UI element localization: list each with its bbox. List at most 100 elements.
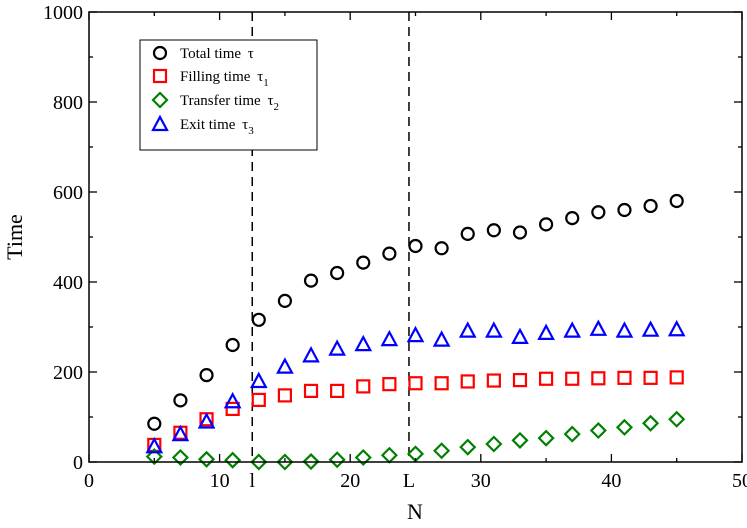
point-circle-41 xyxy=(617,202,632,218)
point-square-43 xyxy=(643,370,658,385)
point-triangle-33 xyxy=(511,327,529,344)
point-triangle-11 xyxy=(223,391,242,409)
point-diamond-15 xyxy=(276,453,294,471)
point-circle-27 xyxy=(434,241,449,256)
legend-box xyxy=(139,39,318,151)
point-triangle-17 xyxy=(302,346,320,363)
point-triangle-21 xyxy=(354,334,373,352)
legend-marker-circle xyxy=(152,45,168,61)
point-diamond-5 xyxy=(145,448,163,466)
point-diamond-17 xyxy=(302,452,320,471)
point-triangle-37 xyxy=(563,321,582,338)
point-triangle-23 xyxy=(380,329,399,347)
point-diamond-23 xyxy=(380,446,398,464)
legend-marker-triangle xyxy=(151,114,169,132)
x-tick-label: 20 xyxy=(340,470,360,492)
legend-label-square: Filling time τ1 xyxy=(180,69,269,89)
x-tick-label-L: L xyxy=(403,470,415,492)
point-square-27 xyxy=(434,376,449,391)
point-square-39 xyxy=(591,371,606,386)
point-circle-45 xyxy=(669,193,684,209)
point-diamond-43 xyxy=(642,414,660,432)
point-triangle-27 xyxy=(432,330,451,347)
point-square-17 xyxy=(303,383,319,398)
point-circle-29 xyxy=(460,226,475,241)
point-triangle-15 xyxy=(276,357,294,374)
point-square-35 xyxy=(538,371,554,386)
point-diamond-27 xyxy=(433,442,451,460)
point-triangle-13 xyxy=(249,371,268,389)
legend-marker-square xyxy=(152,68,168,84)
legend-label-circle: Total time τ xyxy=(180,46,254,62)
point-circle-37 xyxy=(565,211,580,226)
y-tick-label: 400 xyxy=(53,272,83,294)
point-diamond-39 xyxy=(589,421,607,440)
point-diamond-37 xyxy=(563,425,581,443)
point-circle-5 xyxy=(147,416,162,431)
x-tick-label-l: l xyxy=(249,470,255,492)
point-triangle-43 xyxy=(641,320,660,337)
point-square-37 xyxy=(565,371,580,386)
point-square-29 xyxy=(460,374,475,389)
x-axis-title: N xyxy=(407,499,423,524)
point-diamond-35 xyxy=(537,429,555,447)
point-circle-15 xyxy=(277,293,292,308)
point-circle-17 xyxy=(303,273,319,288)
legend-label-diamond: Transfer time τ2 xyxy=(180,93,279,113)
point-circle-33 xyxy=(512,225,528,240)
point-diamond-21 xyxy=(354,448,372,467)
point-diamond-45 xyxy=(668,410,686,428)
y-tick-label: 800 xyxy=(53,92,83,114)
x-tick-label: 0 xyxy=(84,470,94,492)
point-circle-19 xyxy=(330,265,345,281)
point-square-41 xyxy=(617,370,632,385)
point-circle-39 xyxy=(591,205,606,220)
point-circle-25 xyxy=(408,238,423,254)
plot-layer xyxy=(145,12,686,471)
point-square-23 xyxy=(382,377,397,392)
point-circle-7 xyxy=(173,393,188,408)
point-square-15 xyxy=(277,388,292,403)
y-tick-label: 1000 xyxy=(43,2,83,24)
point-circle-21 xyxy=(356,255,371,270)
point-triangle-19 xyxy=(328,339,346,356)
point-triangle-5 xyxy=(145,436,164,454)
point-triangle-45 xyxy=(667,319,686,337)
legend-marker-diamond xyxy=(151,91,169,109)
x-tick-label: 30 xyxy=(471,470,491,492)
point-diamond-13 xyxy=(250,453,268,471)
point-diamond-19 xyxy=(328,451,346,469)
point-diamond-41 xyxy=(615,418,634,436)
point-square-45 xyxy=(669,370,684,385)
point-diamond-9 xyxy=(197,450,216,468)
y-tick-label: 200 xyxy=(53,362,83,384)
point-triangle-25 xyxy=(406,325,425,343)
x-tick-label: 40 xyxy=(601,470,621,492)
point-circle-23 xyxy=(382,246,397,261)
point-diamond-11 xyxy=(224,451,242,469)
point-triangle-41 xyxy=(615,321,634,338)
point-square-21 xyxy=(356,379,371,394)
tick-layer: 0 10 20 30 40 50 l L 0 200 400 600 800 1000 xyxy=(43,2,747,492)
x-tick-label: 10 xyxy=(210,470,230,492)
y-tick-label: 600 xyxy=(53,182,83,204)
point-square-19 xyxy=(330,383,345,398)
point-square-11 xyxy=(225,401,240,416)
point-circle-9 xyxy=(199,368,214,383)
point-triangle-9 xyxy=(197,412,216,429)
point-triangle-31 xyxy=(485,321,503,338)
point-circle-35 xyxy=(538,217,554,232)
point-diamond-7 xyxy=(171,448,189,467)
point-triangle-39 xyxy=(589,319,608,336)
point-circle-11 xyxy=(225,337,240,353)
legend-label-triangle: Exit time τ3 xyxy=(180,117,254,137)
point-triangle-35 xyxy=(537,323,555,340)
point-square-33 xyxy=(512,373,528,388)
point-circle-43 xyxy=(643,198,658,214)
point-square-31 xyxy=(486,373,501,388)
point-diamond-31 xyxy=(485,435,503,453)
point-triangle-7 xyxy=(171,424,190,442)
legend: Total time τ Filling time τ1 Transfer time… xyxy=(139,39,318,151)
point-circle-13 xyxy=(251,312,266,327)
point-square-25 xyxy=(408,376,423,391)
